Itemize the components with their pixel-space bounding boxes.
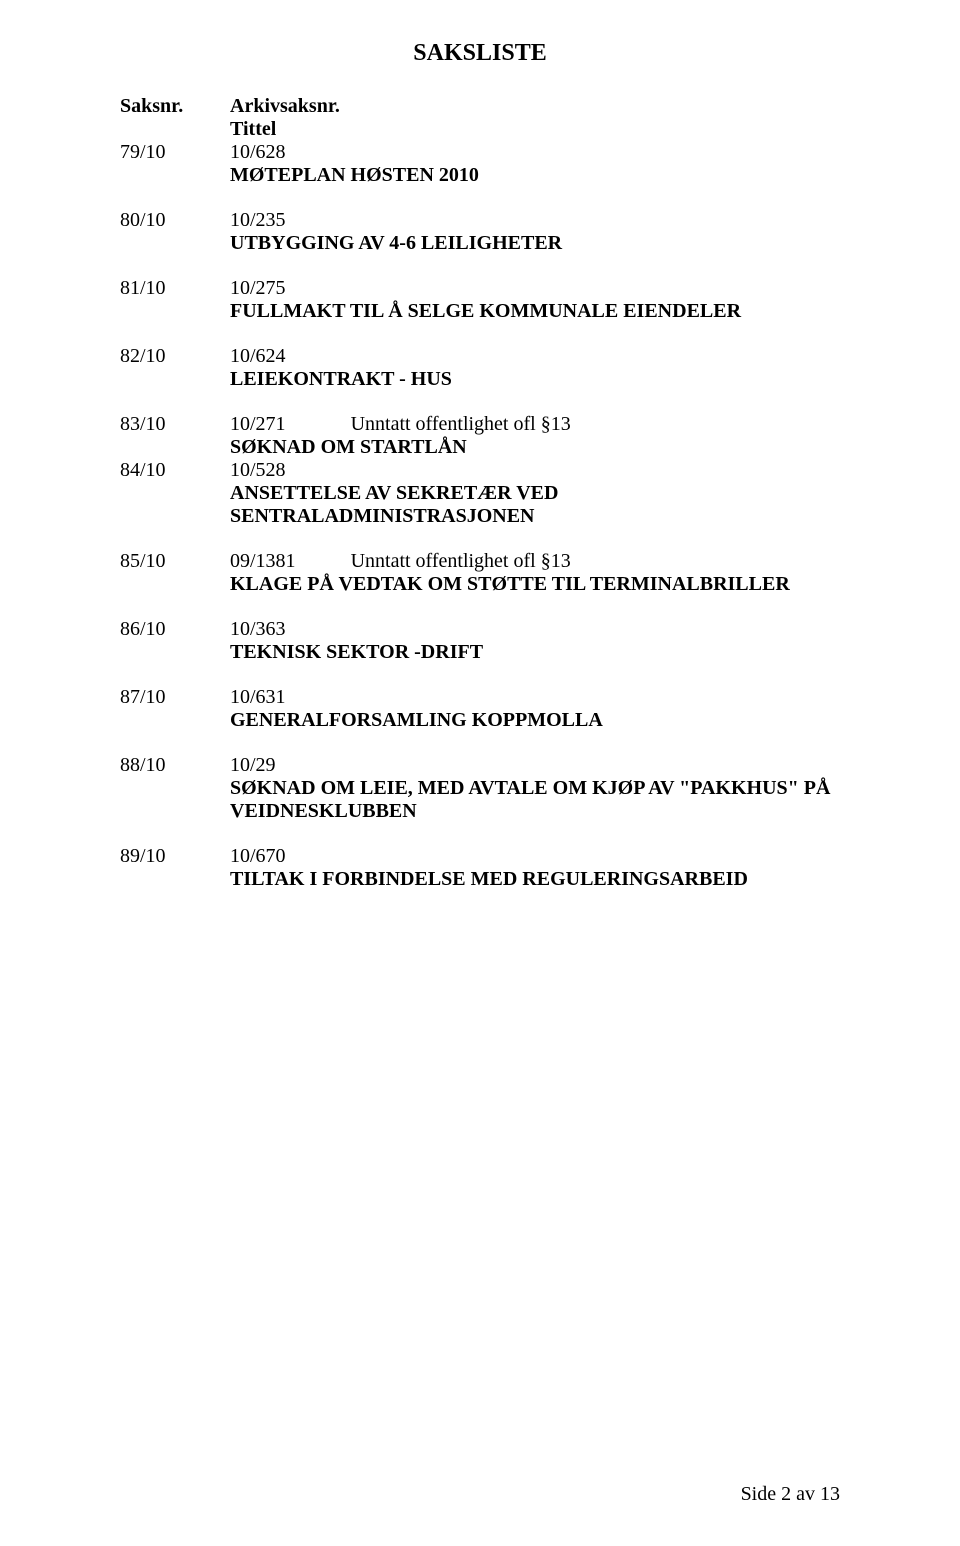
arkiv: 10/528	[230, 459, 840, 482]
saksnr: 83/10	[120, 413, 230, 436]
arkiv: 10/631	[230, 686, 840, 709]
list-item: 79/10 10/628	[120, 141, 840, 164]
list-item: 85/10 09/1381 Unntatt offentlighet ofl §…	[120, 550, 840, 573]
note: Unntatt offentlighet ofl §13	[351, 550, 571, 572]
note: Unntatt offentlighet ofl §13	[351, 413, 571, 435]
arkiv: 10/29	[230, 754, 840, 777]
list-item: 80/10 10/235	[120, 209, 840, 232]
arkiv: 10/271	[230, 413, 286, 435]
header-tittel: Tittel	[230, 118, 840, 141]
arkiv-with-note: 10/271 Unntatt offentlighet ofl §13	[230, 413, 840, 436]
list-item: 86/10 10/363	[120, 618, 840, 641]
list-item: 84/10 10/528	[120, 459, 840, 482]
header-saksnr: Saksnr.	[120, 95, 230, 118]
item-title: GENERALFORSAMLING KOPPMOLLA	[230, 709, 840, 732]
arkiv: 10/628	[230, 141, 840, 164]
list-item: 81/10 10/275	[120, 277, 840, 300]
arkiv: 10/624	[230, 345, 840, 368]
item-title: LEIEKONTRAKT - HUS	[230, 368, 840, 391]
saksnr: 87/10	[120, 686, 230, 709]
item-title: ANSETTELSE AV SEKRETÆR VED SENTRALADMINI…	[230, 482, 840, 528]
arkiv: 10/235	[230, 209, 840, 232]
arkiv: 10/670	[230, 845, 840, 868]
item-title: SØKNAD OM LEIE, MED AVTALE OM KJØP AV "P…	[230, 777, 840, 823]
page-title: SAKSLISTE	[120, 40, 840, 67]
arkiv: 10/275	[230, 277, 840, 300]
arkiv: 09/1381	[230, 550, 296, 572]
saksnr: 84/10	[120, 459, 230, 482]
saksnr: 81/10	[120, 277, 230, 300]
list-item: 88/10 10/29	[120, 754, 840, 777]
header-arkivsaksnr: Arkivsaksnr.	[230, 95, 840, 118]
list-header-row: Saksnr. Arkivsaksnr.	[120, 95, 840, 118]
item-title: TILTAK I FORBINDELSE MED REGULERINGSARBE…	[230, 868, 840, 891]
saksnr: 82/10	[120, 345, 230, 368]
list-item: 87/10 10/631	[120, 686, 840, 709]
item-title: SØKNAD OM STARTLÅN	[230, 436, 840, 459]
page-footer: Side 2 av 13	[741, 1483, 840, 1506]
item-title: FULLMAKT TIL Å SELGE KOMMUNALE EIENDELER	[230, 300, 840, 323]
saksnr: 80/10	[120, 209, 230, 232]
list-item: 82/10 10/624	[120, 345, 840, 368]
saksnr: 88/10	[120, 754, 230, 777]
item-title: MØTEPLAN HØSTEN 2010	[230, 164, 840, 187]
arkiv: 10/363	[230, 618, 840, 641]
saksnr: 86/10	[120, 618, 230, 641]
list-item: 83/10 10/271 Unntatt offentlighet ofl §1…	[120, 413, 840, 436]
document-page: SAKSLISTE Saksnr. Arkivsaksnr. Tittel 79…	[0, 0, 960, 1546]
item-title: UTBYGGING AV 4-6 LEILIGHETER	[230, 232, 840, 255]
saksnr: 79/10	[120, 141, 230, 164]
arkiv-with-note: 09/1381 Unntatt offentlighet ofl §13	[230, 550, 840, 573]
list-item: 89/10 10/670	[120, 845, 840, 868]
item-title: TEKNISK SEKTOR -DRIFT	[230, 641, 840, 664]
saksnr: 85/10	[120, 550, 230, 573]
saksnr: 89/10	[120, 845, 230, 868]
list-header-row-2: Tittel	[120, 118, 840, 141]
item-title: KLAGE PÅ VEDTAK OM STØTTE TIL TERMINALBR…	[230, 573, 840, 596]
